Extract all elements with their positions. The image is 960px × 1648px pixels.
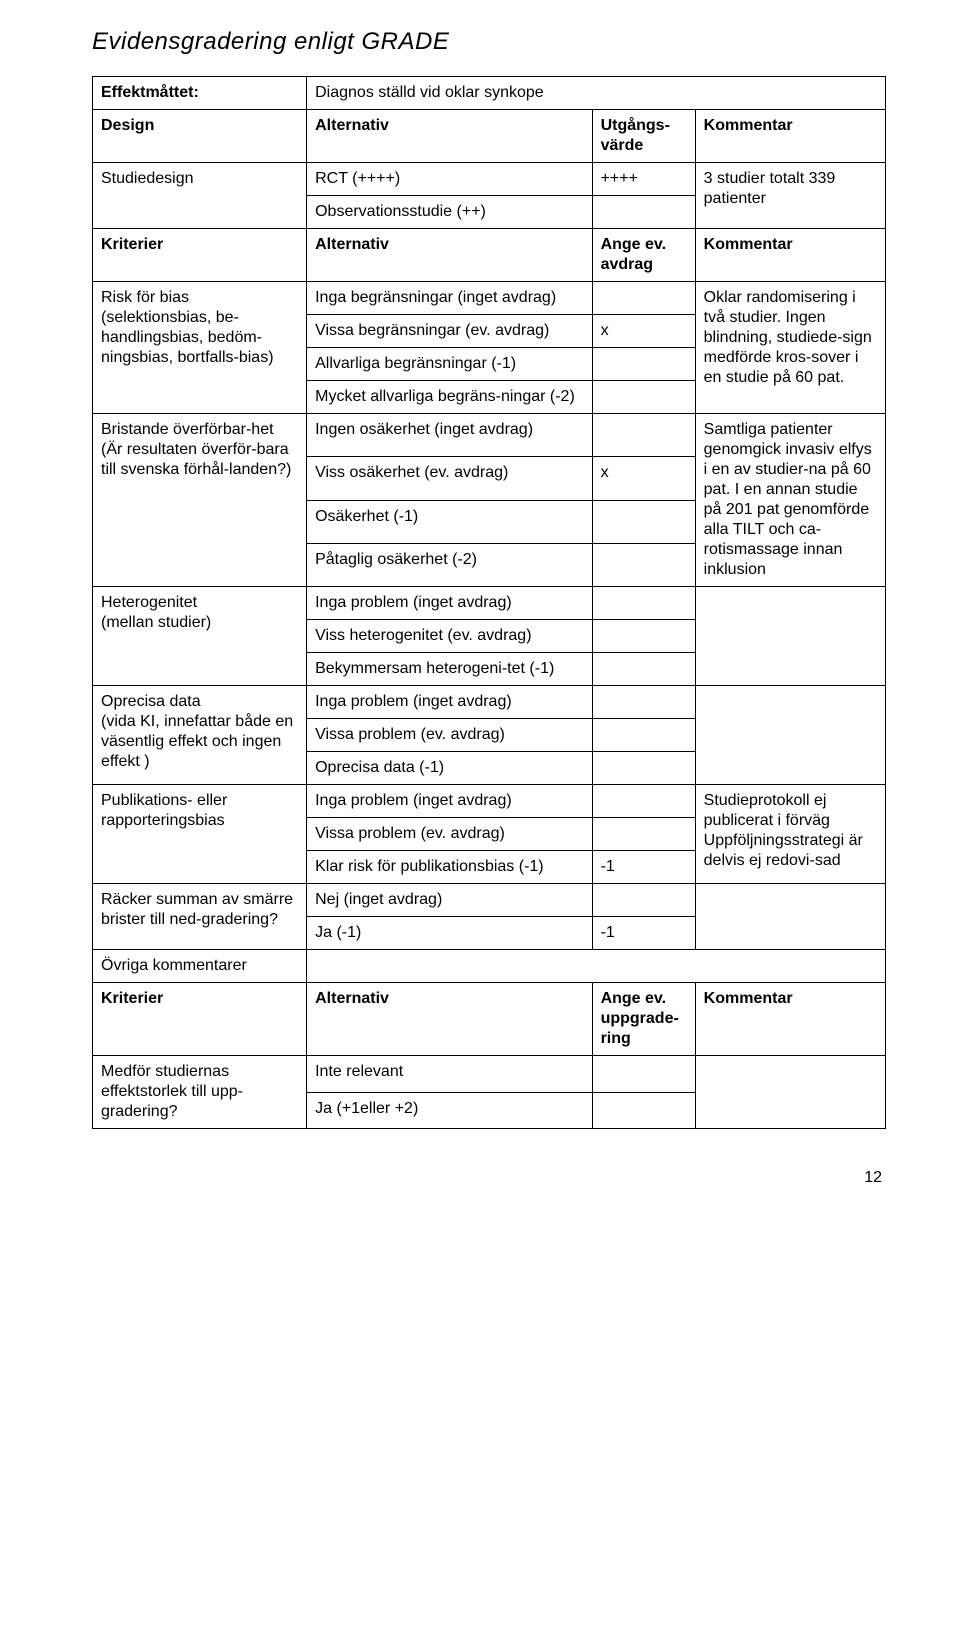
- hdr-kriterier2: Kriterier: [93, 983, 307, 1056]
- cell-publik-komm: Studieprotokoll ej publicerat i förväg U…: [695, 785, 885, 884]
- cell-medfor-a3: [592, 1056, 695, 1093]
- cell-risk-d: Mycket allvarliga begräns-ningar (-2): [307, 381, 592, 414]
- cell-bristande-label: Bristande överförbar-het (Är resultaten …: [93, 414, 307, 587]
- hdr-alternativ3: Alternativ: [307, 983, 592, 1056]
- hdr-alternativ2: Alternativ: [307, 229, 592, 282]
- cell-risk-label: Risk för bias (selektionsbias, be-handli…: [93, 282, 307, 414]
- cell-racker-komm: [695, 884, 885, 950]
- cell-studiedesign: Studiedesign: [93, 163, 307, 229]
- cell-oprecisa-c: Oprecisa data (-1): [307, 752, 592, 785]
- cell-ovriga-value: [307, 950, 886, 983]
- row-effektmattet: Effektmåttet: Diagnos ställd vid oklar s…: [93, 77, 886, 110]
- row-kriterier-header: Kriterier Alternativ Ange ev. avdrag Kom…: [93, 229, 886, 282]
- grade-table: Effektmåttet: Diagnos ställd vid oklar s…: [92, 76, 886, 1129]
- cell-racker-a: Nej (inget avdrag): [307, 884, 592, 917]
- row-design-header: Design Alternativ Utgångs-värde Kommenta…: [93, 110, 886, 163]
- cell-empty: [592, 196, 695, 229]
- hdr-ange-uppgrad: Ange ev. uppgrade-ring: [592, 983, 695, 1056]
- row-oprecisa: Oprecisa data (vida KI, innefattar både …: [93, 686, 886, 719]
- row-hetero: Heterogenitet (mellan studier) Inga prob…: [93, 587, 886, 620]
- cell-bristande-c: Osäkerhet (-1): [307, 500, 592, 543]
- cell-racker-a3: [592, 884, 695, 917]
- page-title: Evidensgradering enligt GRADE: [92, 28, 886, 56]
- cell-racker-label: Räcker summan av smärre brister till ned…: [93, 884, 307, 950]
- cell-hetero-a3: [592, 587, 695, 620]
- cell-hetero-label: Heterogenitet (mellan studier): [93, 587, 307, 686]
- cell-bristande-d3: [592, 543, 695, 586]
- page: Evidensgradering enligt GRADE Effektmått…: [0, 0, 960, 1215]
- cell-effekt-value: Diagnos ställd vid oklar synkope: [307, 77, 886, 110]
- cell-oprecisa-c3: [592, 752, 695, 785]
- row-publik: Publikations- eller rapporteringsbias In…: [93, 785, 886, 818]
- cell-ovriga-label: Övriga kommentarer: [93, 950, 307, 983]
- row-racker: Räcker summan av smärre brister till ned…: [93, 884, 886, 917]
- cell-hetero-a: Inga problem (inget avdrag): [307, 587, 592, 620]
- hdr-kommentar3: Kommentar: [695, 983, 885, 1056]
- hdr-ange-avdrag: Ange ev. avdrag: [592, 229, 695, 282]
- cell-hetero-b: Viss heterogenitet (ev. avdrag): [307, 620, 592, 653]
- cell-bristande-b: Viss osäkerhet (ev. avdrag): [307, 457, 592, 500]
- cell-oprecisa-label: Oprecisa data (vida KI, innefattar både …: [93, 686, 307, 785]
- hdr-kriterier: Kriterier: [93, 229, 307, 282]
- cell-medfor-b: Ja (+1eller +2): [307, 1092, 592, 1129]
- cell-risk-a3: [592, 282, 695, 315]
- page-number: 12: [92, 1169, 886, 1187]
- cell-oprecisa-komm: [695, 686, 885, 785]
- cell-bristande-d: Påtaglig osäkerhet (-2): [307, 543, 592, 586]
- cell-oprecisa-a3: [592, 686, 695, 719]
- cell-oprecisa-b: Vissa problem (ev. avdrag): [307, 719, 592, 752]
- cell-publik-b: Vissa problem (ev. avdrag): [307, 818, 592, 851]
- cell-bristande-a3: [592, 414, 695, 457]
- cell-hetero-b3: [592, 620, 695, 653]
- cell-risk-b: Vissa begränsningar (ev. avdrag): [307, 315, 592, 348]
- cell-oprecisa-b3: [592, 719, 695, 752]
- row-medfor: Medför studiernas effektstorlek till upp…: [93, 1056, 886, 1093]
- cell-hetero-c: Bekymmersam heterogeni-tet (-1): [307, 653, 592, 686]
- cell-rct: RCT (++++): [307, 163, 592, 196]
- cell-risk-a: Inga begränsningar (inget avdrag): [307, 282, 592, 315]
- cell-risk-c3: [592, 348, 695, 381]
- cell-publik-a3: [592, 785, 695, 818]
- cell-risk-c: Allvarliga begränsningar (-1): [307, 348, 592, 381]
- cell-publik-label: Publikations- eller rapporteringsbias: [93, 785, 307, 884]
- cell-oprecisa-a: Inga problem (inget avdrag): [307, 686, 592, 719]
- cell-publik-c: Klar risk för publikationsbias (-1): [307, 851, 592, 884]
- hdr-kommentar2: Kommentar: [695, 229, 885, 282]
- cell-effekt-label: Effektmåttet:: [93, 77, 307, 110]
- cell-risk-komm: Oklar randomisering i två studier. Ingen…: [695, 282, 885, 414]
- cell-publik-c3: -1: [592, 851, 695, 884]
- cell-bristande-b3: x: [592, 457, 695, 500]
- cell-risk-b3: x: [592, 315, 695, 348]
- cell-racker-b3: -1: [592, 917, 695, 950]
- cell-plusplus: ++++: [592, 163, 695, 196]
- cell-medfor-b3: [592, 1092, 695, 1129]
- cell-publik-a: Inga problem (inget avdrag): [307, 785, 592, 818]
- cell-risk-d3: [592, 381, 695, 414]
- hdr-kommentar: Kommentar: [695, 110, 885, 163]
- row-risk: Risk för bias (selektionsbias, be-handli…: [93, 282, 886, 315]
- row-ovriga: Övriga kommentarer: [93, 950, 886, 983]
- row-kriterier2-header: Kriterier Alternativ Ange ev. uppgrade-r…: [93, 983, 886, 1056]
- row-bristande: Bristande överförbar-het (Är resultaten …: [93, 414, 886, 457]
- cell-publik-b3: [592, 818, 695, 851]
- cell-hetero-c3: [592, 653, 695, 686]
- cell-racker-b: Ja (-1): [307, 917, 592, 950]
- cell-bristande-c3: [592, 500, 695, 543]
- cell-medfor-komm: [695, 1056, 885, 1129]
- cell-bristande-komm: Samtliga patienter genomgick invasiv elf…: [695, 414, 885, 587]
- cell-observations: Observationsstudie (++): [307, 196, 592, 229]
- cell-medfor-label: Medför studiernas effektstorlek till upp…: [93, 1056, 307, 1129]
- cell-hetero-komm: [695, 587, 885, 686]
- hdr-utgangsvarde: Utgångs-värde: [592, 110, 695, 163]
- cell-bristande-a: Ingen osäkerhet (inget avdrag): [307, 414, 592, 457]
- cell-medfor-a: Inte relevant: [307, 1056, 592, 1093]
- hdr-design: Design: [93, 110, 307, 163]
- row-studiedesign: Studiedesign RCT (++++) ++++ 3 studier t…: [93, 163, 886, 196]
- cell-studiedesign-komm: 3 studier totalt 339 patienter: [695, 163, 885, 229]
- hdr-alternativ: Alternativ: [307, 110, 592, 163]
